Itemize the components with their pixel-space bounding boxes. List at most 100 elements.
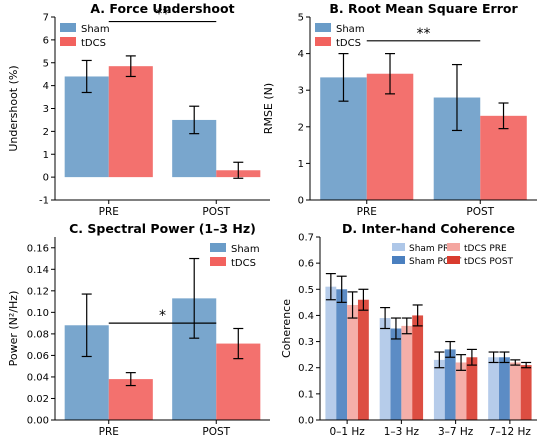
legend-swatch [447, 256, 460, 264]
y-tick-label: 0.7 [298, 233, 314, 244]
legend-swatch [315, 23, 331, 32]
significance-marker: * [159, 308, 166, 324]
legend-label: tDCS POST [464, 257, 514, 267]
y-tick-label: 2 [43, 127, 49, 138]
y-tick-label: 0 [298, 196, 304, 207]
legend-label: tDCS [81, 38, 106, 49]
y-tick-label: 0.0 [298, 416, 314, 427]
legend-label: Sham POST [409, 257, 462, 267]
bar-sham-pre [379, 318, 391, 420]
significance-marker: ** [417, 26, 431, 42]
y-tick-label: 0.12 [27, 286, 49, 297]
legend-label: Sham PRE [409, 244, 455, 254]
bar-sham-post [499, 357, 510, 420]
legend-label: tDCS PRE [464, 244, 507, 254]
bar-tdcs-pre [509, 362, 521, 420]
x-tick-label: PRE [99, 426, 119, 436]
y-tick-label: 4 [298, 49, 304, 60]
legend-swatch [210, 257, 226, 266]
legend-label: Sham [336, 24, 365, 35]
legend-swatch [315, 37, 331, 46]
chart-title: A. Force Undershoot [90, 1, 234, 16]
legend-label: tDCS [336, 38, 361, 49]
y-tick-label: 0.02 [27, 394, 49, 405]
x-tick-label: POST [202, 206, 230, 218]
legend: Sham tDCS [315, 23, 365, 49]
y-tick-label: 1 [298, 159, 304, 170]
y-tick-label: 0.16 [27, 243, 49, 254]
bar-tdcs-pre [455, 362, 467, 420]
bar-tdcs [108, 66, 153, 178]
legend: Sham tDCS [60, 23, 110, 49]
y-tick-label: 0.2 [298, 363, 314, 374]
y-tick-label: 0.4 [298, 311, 314, 322]
legend-label: Sham [231, 244, 260, 255]
y-tick-label: 4 [43, 81, 49, 92]
y-tick-label: 0.10 [27, 308, 49, 319]
x-tick-label: 3–7 Hz [438, 426, 474, 436]
bar-sham-pre [488, 357, 500, 420]
chart-title: C. Spectral Power (1–3 Hz) [69, 221, 256, 236]
x-tick-label: 0–1 Hz [329, 426, 365, 436]
y-tick-label: 0.06 [27, 351, 49, 362]
y-tick-label: 0.14 [27, 265, 49, 276]
y-tick-label: 2 [298, 122, 304, 133]
y-tick-label: 1 [43, 150, 49, 161]
legend: Sham tDCS [210, 243, 260, 269]
x-tick-label: 7–12 Hz [489, 426, 532, 436]
bar-sham-pre [325, 286, 337, 420]
bar-tdcs [480, 115, 527, 200]
bar-tdcs-pre [401, 325, 413, 420]
bar-tdcs-post [357, 299, 369, 420]
y-axis-label: RMSE (N) [262, 83, 275, 134]
bar-tdcs [366, 73, 414, 200]
y-tick-label: 7 [43, 13, 49, 24]
bar-sham-post [336, 289, 348, 420]
y-tick-label: -1 [39, 196, 49, 207]
bar-sham [64, 76, 109, 178]
bar-sham-post [444, 349, 456, 420]
bar-tdcs-post [520, 365, 532, 420]
y-tick-label: 0.00 [27, 416, 49, 427]
bar-sham-pre [433, 359, 445, 420]
legend-label: Sham [81, 24, 110, 35]
y-tick-label: 0.5 [298, 285, 314, 296]
x-tick-label: 1–3 Hz [384, 426, 420, 436]
chart-panel-4: 0.0 0.1 0.2 0.3 0.4 0.5 0.6 0.7 0–1 Hz 1–3 Hz 3–7 … [280, 221, 537, 438]
chart-panel-2: 0 1 2 3 4 5 PRE POST B. Root Mean Square Error RM… [262, 1, 537, 218]
chart-panel-1: -1 0 1 2 3 4 5 6 7 PRE POST A. Force Undershoot Unde… [7, 1, 270, 218]
y-tick-label: 6 [43, 35, 49, 46]
y-tick-label: 0 [43, 173, 49, 184]
y-tick-label: 3 [43, 104, 49, 115]
legend-swatch [392, 243, 405, 251]
legend-swatch [210, 243, 226, 252]
bar-tdcs-pre [347, 304, 358, 420]
bar-tdcs-post [412, 315, 424, 420]
legend-swatch [447, 243, 460, 251]
y-tick-label: 3 [298, 86, 304, 97]
y-tick-label: 0.6 [298, 259, 314, 270]
x-tick-label: POST [466, 206, 494, 218]
significance-marker: ** [156, 7, 170, 23]
x-tick-label: PRE [357, 206, 377, 218]
chart-panel-3: 0.00 0.02 0.04 0.06 0.08 0.10 0.12 0.14 0.16 PRE P… [7, 221, 270, 438]
legend-swatch [60, 37, 76, 46]
y-tick-label: 5 [43, 58, 49, 69]
chart-title: D. Inter-hand Coherence [342, 221, 515, 236]
y-tick-label: 0.1 [298, 389, 314, 400]
chart-title: B. Root Mean Square Error [329, 1, 518, 16]
x-tick-label: POST [202, 426, 230, 436]
y-axis-label: Coherence [280, 299, 293, 358]
y-tick-label: 0.08 [27, 329, 49, 340]
y-tick-label: 5 [298, 13, 304, 24]
legend-swatch [60, 23, 76, 32]
bar-tdcs-post [466, 357, 478, 420]
x-tick-label: PRE [99, 206, 119, 218]
y-tick-label: 0.3 [298, 337, 314, 348]
y-tick-label: 0.04 [27, 372, 49, 383]
bar-sham-post [390, 328, 402, 420]
y-axis-label: Power (N²/Hz) [7, 291, 20, 367]
